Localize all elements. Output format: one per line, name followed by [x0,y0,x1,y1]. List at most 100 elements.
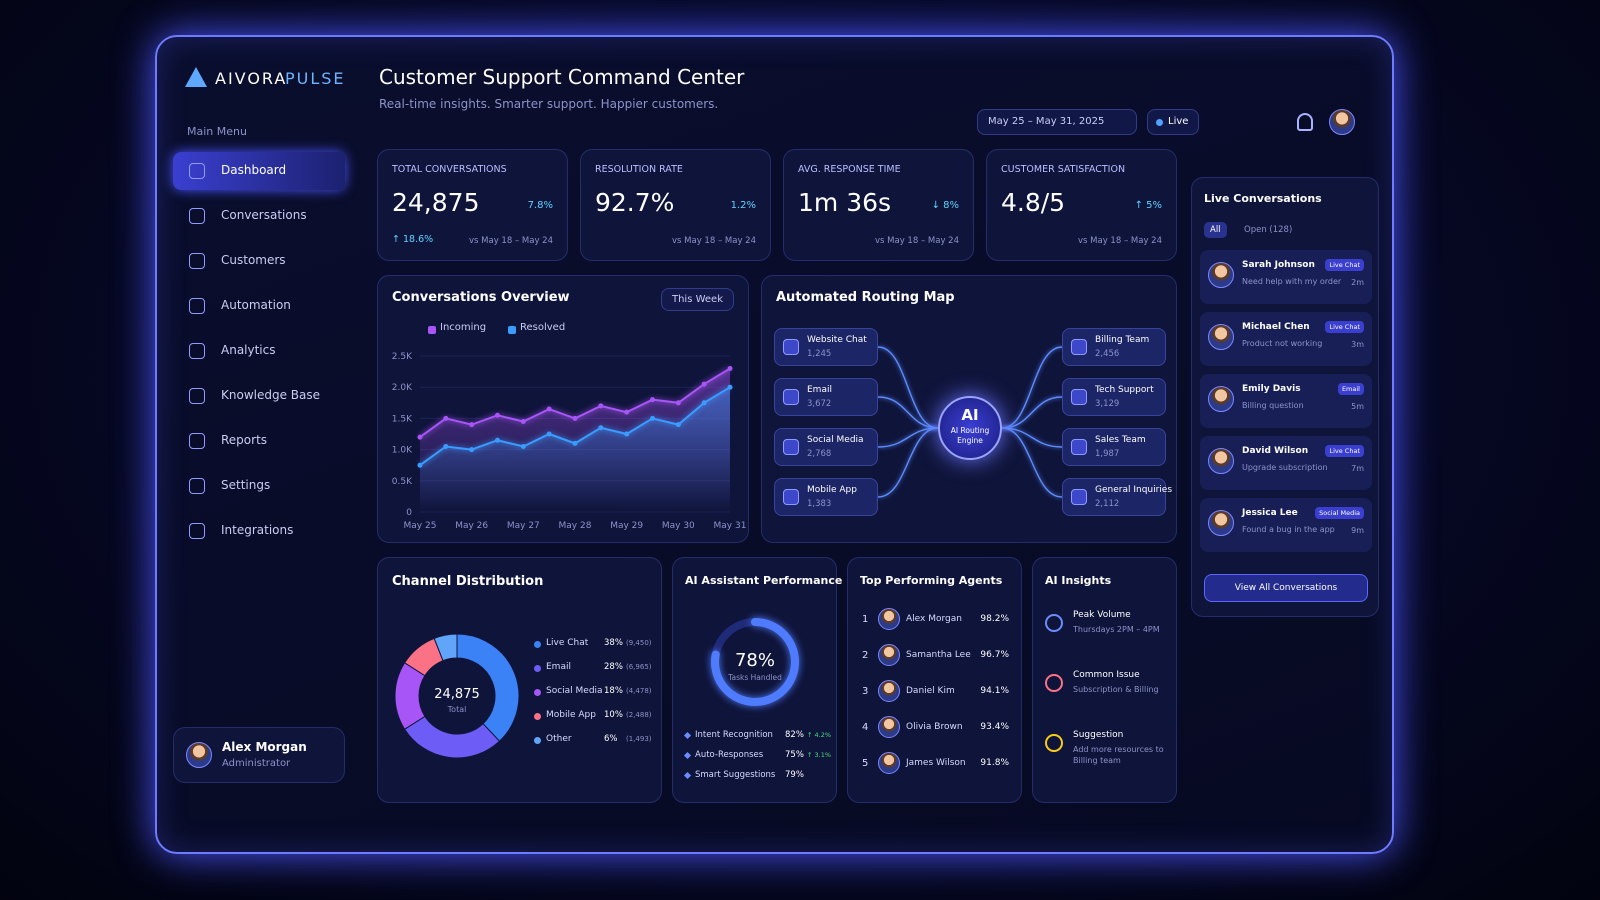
card-title: Live Conversations [1204,192,1322,205]
route-node[interactable]: Email 3,672 [774,378,878,416]
kpi-change: 7.8% [527,200,553,211]
conversation-item[interactable]: Jessica Lee Found a bug in the app Social … [1200,498,1372,552]
channel-card: Channel Distribution 24,875 Total Live Chat… [377,557,662,803]
period-select[interactable]: This Week [660,288,734,311]
route-node[interactable]: Billing Team 2,456 [1062,328,1166,366]
legend-name: Live Chat [546,638,589,648]
menu-item[interactable]: Knowledge Base [173,377,345,415]
conversation-item[interactable]: Emily Davis Billing question Email 5m [1200,374,1372,428]
point [598,403,604,409]
insight-icon [1045,674,1063,692]
user-box[interactable]: Alex Morgan Administrator [173,727,345,783]
card-title: Channel Distribution [392,574,544,589]
conversation-avatar [1208,510,1234,536]
point [469,447,475,453]
y-tick-label: 2.5K [392,352,413,362]
tab[interactable]: All [1204,222,1227,238]
menu-item[interactable]: Dashboard [173,152,345,190]
route-node[interactable]: Sales Team 1,987 [1062,428,1166,466]
insight-icon [1045,734,1063,752]
conversation-item[interactable]: Michael Chen Product not working Live Chat… [1200,312,1372,366]
engine-label: AI Routing Engine [950,426,990,445]
menu-icon [189,388,205,404]
route-link [877,427,939,498]
insight-title: Peak Volume [1073,610,1131,620]
agent-name: Samantha Lee [906,650,971,660]
point [520,443,526,449]
conversation-message: Found a bug in the app [1242,525,1335,534]
kpi-compare: vs May 18 – May 24 [672,236,756,246]
menu-icon [189,208,205,224]
view-all-button[interactable]: View All Conversations [1204,574,1368,602]
menu-icon [189,253,205,269]
menu-item[interactable]: Automation [173,287,345,325]
route-node[interactable]: Tech Support 3,129 [1062,378,1166,416]
x-tick-label: May 29 [610,521,643,531]
node-name: Social Media [807,435,864,445]
route-node[interactable]: Website Chat 1,245 [774,328,878,366]
kpi-value: 92.7% [595,188,675,217]
node-count: 1,987 [1095,449,1120,459]
date-picker[interactable]: May 25 – May 31, 2025 [977,109,1137,135]
node-count: 2,112 [1095,499,1120,509]
menu-item[interactable]: Integrations [173,512,345,550]
user-role: Administrator [222,758,291,769]
route-node[interactable]: Mobile App 1,383 [774,478,878,516]
gauge-caption: Tasks Handled [727,673,782,682]
kpi-value: 4.8/5 [1001,188,1066,217]
route-link [877,396,939,429]
metric-name: Auto-Responses [695,750,764,760]
agent-score: 94.1% [980,686,1009,696]
kpi-change: ↑ 5% [1134,200,1162,211]
tab[interactable]: Open (128) [1244,225,1293,235]
card-title: AI Assistant Performance [685,574,843,587]
point [727,384,733,390]
metric-change: ↑ 3.1% [807,751,832,759]
kpi-label: TOTAL CONVERSATIONS [392,164,507,175]
route-link [1001,346,1063,429]
menu-item[interactable]: Conversations [173,197,345,235]
legend-value: 38% [604,638,623,648]
metric-dot [683,751,692,760]
user-name: Alex Morgan [222,740,307,754]
y-tick-label: 0.5K [392,477,413,487]
legend-swatch [508,326,516,334]
menu-item[interactable]: Customers [173,242,345,280]
insights-card: AI Insights Peak Volume Thursdays 2PM – 4P… [1032,557,1177,803]
conversation-name: Sarah Johnson [1242,260,1315,270]
agent-score: 98.2% [980,614,1009,624]
menu-item[interactable]: Settings [173,467,345,505]
route-node[interactable]: General Inquiries 2,112 [1062,478,1172,516]
legend-count: (4,478) [626,687,652,695]
menu-text: Knowledge Base [221,388,320,402]
conversation-avatar [1208,448,1234,474]
menu-text: Dashboard [221,163,287,177]
kpi-change: ↓ 8% [931,200,959,211]
agent-avatar [878,752,900,774]
point [650,397,655,403]
agent-score: 91.8% [980,758,1009,768]
legend-dot [534,641,541,648]
legend-count: (1,493) [626,735,652,743]
card-title: Top Performing Agents [860,574,1003,587]
metric-change: ↑ 4.2% [807,731,832,739]
header-avatar[interactable] [1329,109,1355,135]
conversation-item[interactable]: Sarah Johnson Need help with my order Live… [1200,250,1372,304]
conversation-channel: Social Media [1315,507,1364,519]
conversation-message: Billing question [1242,401,1304,410]
kpi-label: CUSTOMER SATISFACTION [1001,164,1126,175]
brand-suffix: PULSE [285,69,346,88]
menu-item[interactable]: Analytics [173,332,345,370]
routing-engine: AI AI Routing Engine [938,396,1002,460]
menu-item[interactable]: Reports [173,422,345,460]
route-link [1001,396,1063,429]
route-node[interactable]: Social Media 2,768 [774,428,878,466]
conversation-item[interactable]: David Wilson Upgrade subscription Live Cha… [1200,436,1372,490]
conversation-time: 5m [1351,402,1364,411]
node-icon [1071,489,1087,505]
kpi-label: RESOLUTION RATE [595,164,683,175]
kpi-label: AVG. RESPONSE TIME [798,164,901,175]
notification-bell[interactable] [1297,113,1313,131]
card-title: Automated Routing Map [776,290,955,305]
